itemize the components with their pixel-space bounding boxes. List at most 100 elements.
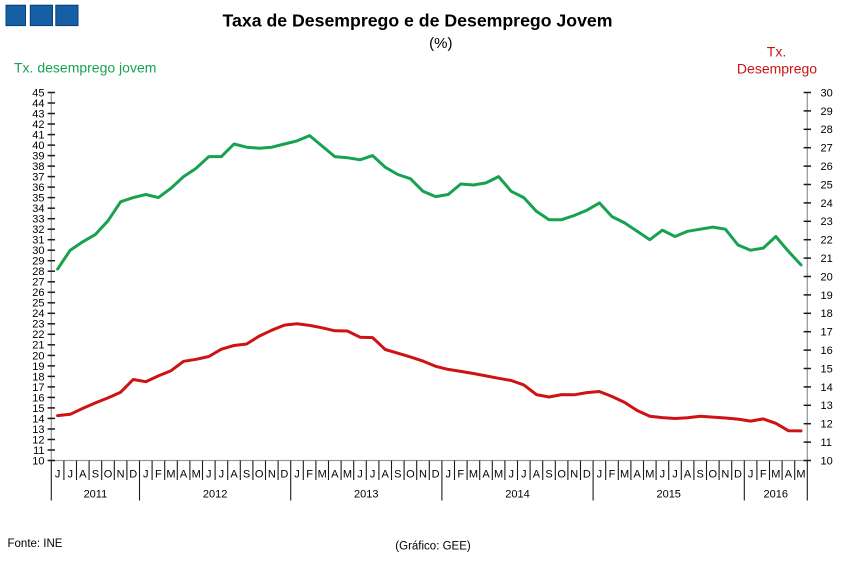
svg-text:2016: 2016 [764,489,788,501]
svg-text:O: O [104,469,113,481]
svg-text:F: F [155,469,162,481]
svg-text:20: 20 [821,271,833,283]
svg-text:19: 19 [32,361,44,373]
svg-text:N: N [419,469,427,481]
svg-text:16: 16 [821,345,833,357]
svg-text:2015: 2015 [656,489,680,501]
svg-text:21: 21 [821,253,833,265]
svg-text:A: A [230,469,238,481]
svg-text:11: 11 [821,437,832,449]
svg-text:30: 30 [821,87,833,99]
svg-text:44: 44 [32,98,44,110]
svg-text:18: 18 [821,308,833,320]
svg-text:O: O [255,469,264,481]
svg-text:32: 32 [32,224,44,236]
svg-text:A: A [79,469,87,481]
svg-text:42: 42 [32,119,44,131]
svg-text:O: O [406,469,415,481]
svg-text:40: 40 [32,140,44,152]
svg-text:J: J [370,469,376,481]
svg-text:J: J [55,469,61,481]
svg-text:S: S [394,469,401,481]
svg-text:Tx. desemprego jovem: Tx. desemprego jovem [14,60,156,76]
svg-text:2011: 2011 [84,489,108,501]
svg-text:M: M [771,469,780,481]
svg-text:14: 14 [821,382,833,394]
svg-text:A: A [331,469,339,481]
svg-text:M: M [469,469,478,481]
svg-text:28: 28 [32,266,44,278]
svg-text:D: D [280,469,288,481]
svg-text:J: J [672,469,678,481]
svg-text:31: 31 [32,235,44,247]
svg-text:27: 27 [32,277,44,289]
svg-text:S: S [697,469,704,481]
svg-text:D: D [129,469,137,481]
svg-text:Desemprego: Desemprego [737,61,817,77]
svg-text:2013: 2013 [354,489,378,501]
svg-text:26: 26 [821,161,833,173]
svg-text:A: A [382,469,390,481]
svg-text:13: 13 [32,424,44,436]
svg-text:M: M [494,469,503,481]
svg-text:45: 45 [32,87,44,99]
svg-text:Fonte: INE: Fonte: INE [8,538,63,550]
svg-text:15: 15 [32,403,44,415]
svg-text:35: 35 [32,193,44,205]
svg-text:23: 23 [821,216,833,228]
svg-text:A: A [533,469,541,481]
svg-text:F: F [760,469,767,481]
svg-text:J: J [748,469,754,481]
svg-text:M: M [796,469,805,481]
svg-text:(%): (%) [429,35,452,52]
svg-text:25: 25 [821,179,833,191]
svg-text:10: 10 [821,455,833,467]
svg-text:Tx.: Tx. [767,44,786,60]
svg-text:N: N [268,469,276,481]
svg-text:J: J [219,469,225,481]
svg-text:10: 10 [32,455,44,467]
svg-text:M: M [343,469,352,481]
svg-text:A: A [785,469,793,481]
svg-text:M: M [192,469,201,481]
svg-text:15: 15 [821,363,833,375]
svg-text:39: 39 [32,151,44,163]
svg-text:2012: 2012 [203,489,227,501]
svg-text:F: F [609,469,616,481]
svg-text:A: A [684,469,692,481]
svg-text:N: N [721,469,729,481]
svg-text:43: 43 [32,108,44,120]
svg-text:28: 28 [821,124,833,136]
svg-text:J: J [67,469,73,481]
svg-text:D: D [432,469,440,481]
svg-text:34: 34 [32,203,44,215]
svg-text:22: 22 [32,329,44,341]
svg-text:J: J [143,469,149,481]
svg-text:D: D [734,469,742,481]
svg-text:S: S [92,469,99,481]
svg-text:30: 30 [32,245,44,257]
svg-text:M: M [166,469,175,481]
svg-text:21: 21 [32,340,44,352]
svg-text:29: 29 [821,106,833,118]
svg-text:37: 37 [32,172,44,184]
svg-text:J: J [508,469,514,481]
svg-text:23: 23 [32,319,44,331]
svg-text:18: 18 [32,371,44,383]
svg-text:20: 20 [32,350,44,362]
svg-text:M: M [645,469,654,481]
svg-text:N: N [570,469,578,481]
svg-text:A: A [180,469,188,481]
svg-text:A: A [482,469,490,481]
svg-text:J: J [357,469,363,481]
svg-text:2014: 2014 [505,489,529,501]
svg-text:N: N [117,469,125,481]
svg-text:17: 17 [32,382,44,394]
svg-text:F: F [306,469,313,481]
svg-text:36: 36 [32,182,44,194]
svg-text:25: 25 [32,298,44,310]
svg-text:13: 13 [821,400,833,412]
svg-text:22: 22 [821,235,833,247]
svg-text:41: 41 [32,130,44,142]
svg-text:(Gráfico: GEE): (Gráfico: GEE) [395,541,471,553]
